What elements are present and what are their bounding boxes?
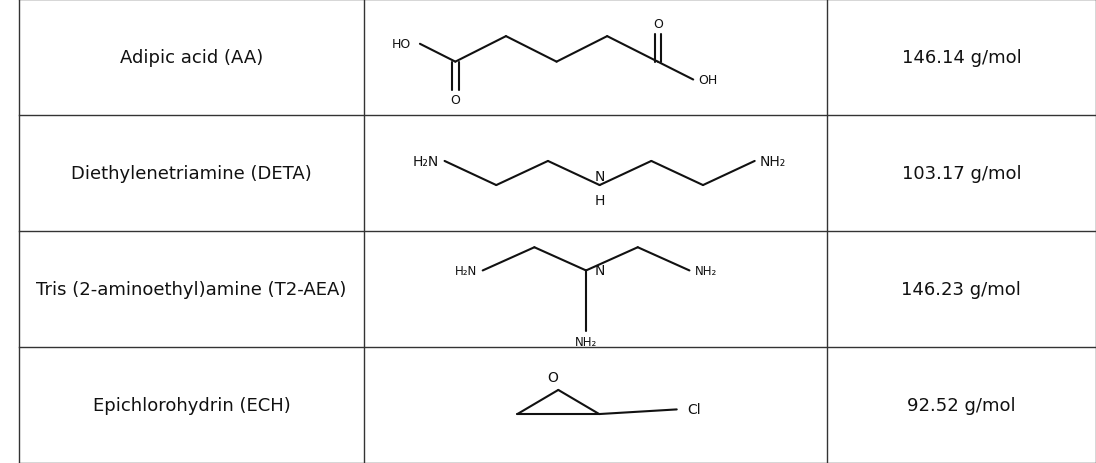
Text: Cl: Cl <box>687 402 701 417</box>
Text: N: N <box>595 264 605 278</box>
Text: H₂N: H₂N <box>455 264 478 277</box>
Text: N: N <box>594 169 605 183</box>
Text: O: O <box>450 94 460 107</box>
Text: 146.23 g/mol: 146.23 g/mol <box>902 281 1021 298</box>
Text: Diethylenetriamine (DETA): Diethylenetriamine (DETA) <box>71 165 312 182</box>
Text: 92.52 g/mol: 92.52 g/mol <box>907 396 1016 414</box>
Text: H₂N: H₂N <box>413 155 439 169</box>
Text: OH: OH <box>698 74 718 87</box>
Text: Tris (2-aminoethyl)amine (T2-AEA): Tris (2-aminoethyl)amine (T2-AEA) <box>36 281 346 298</box>
Text: O: O <box>548 370 558 384</box>
Text: 103.17 g/mol: 103.17 g/mol <box>902 165 1021 182</box>
Text: Epichlorohydrin (ECH): Epichlorohydrin (ECH) <box>93 396 290 414</box>
Text: NH₂: NH₂ <box>760 155 786 169</box>
Text: NH₂: NH₂ <box>575 336 597 349</box>
Text: NH₂: NH₂ <box>695 264 717 277</box>
Text: Adipic acid (AA): Adipic acid (AA) <box>119 49 263 67</box>
Text: H: H <box>594 194 605 208</box>
Text: O: O <box>653 18 663 31</box>
Text: HO: HO <box>392 38 411 51</box>
Text: 146.14 g/mol: 146.14 g/mol <box>902 49 1021 67</box>
